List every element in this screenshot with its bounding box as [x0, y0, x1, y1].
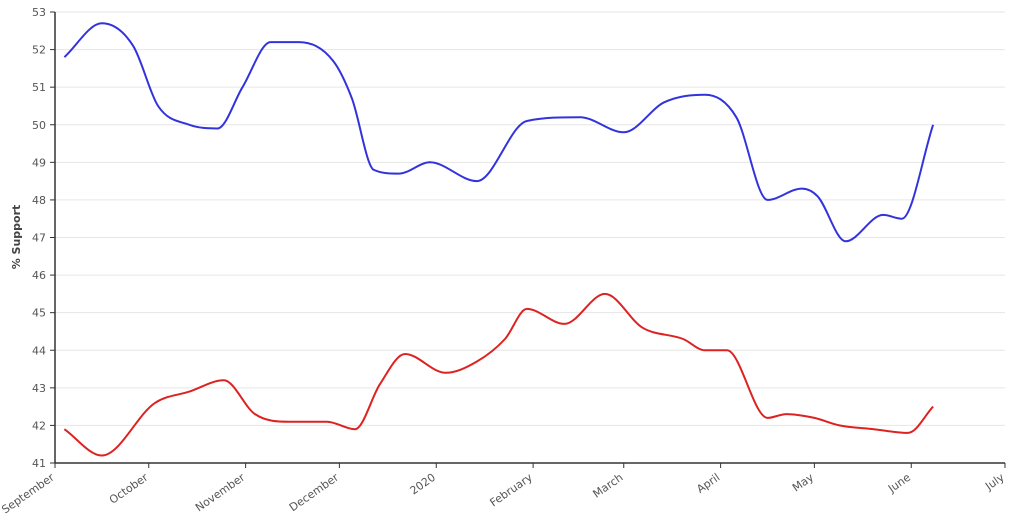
x-tick-label-10: July — [982, 471, 1007, 494]
x-tick-label-8: May — [790, 471, 816, 495]
series-lines — [63, 22, 935, 457]
y-tick-label-47: 47 — [32, 232, 46, 245]
y-tick-label-44: 44 — [32, 344, 46, 357]
y-axis-ticks: 41 42 43 44 45 46 47 48 49 50 51 52 53 — [32, 6, 55, 470]
x-tick-label-9: June — [885, 471, 913, 496]
y-tick-label-42: 42 — [32, 419, 46, 432]
y-tick-label-41: 41 — [32, 457, 46, 470]
x-tick-label-6: March — [591, 471, 626, 501]
series-line-0 — [63, 22, 935, 243]
x-tick-label-7: April — [694, 471, 722, 496]
x-tick-label-4: 2020 — [408, 471, 438, 498]
y-axis-title: % Support — [10, 205, 23, 270]
y-tick-label-43: 43 — [32, 382, 46, 395]
series-line-1 — [63, 292, 934, 457]
y-tick-label-53: 53 — [32, 6, 46, 19]
x-tick-label-2: November — [193, 471, 248, 515]
x-tick-label-5: February — [487, 471, 535, 510]
y-tick-label-48: 48 — [32, 194, 46, 207]
gridlines — [55, 11, 1005, 426]
y-tick-label-46: 46 — [32, 269, 46, 282]
y-tick-label-49: 49 — [32, 156, 46, 169]
y-tick-label-52: 52 — [32, 44, 46, 57]
x-tick-label-1: October — [107, 471, 151, 507]
x-tick-label-3: December — [287, 471, 342, 515]
x-axis-ticks: September October November December 2020 Febr… — [0, 463, 1007, 516]
y-tick-label-50: 50 — [32, 119, 46, 132]
y-tick-label-51: 51 — [32, 81, 46, 94]
x-tick-label-0: September — [0, 471, 57, 517]
y-tick-label-45: 45 — [32, 307, 46, 320]
